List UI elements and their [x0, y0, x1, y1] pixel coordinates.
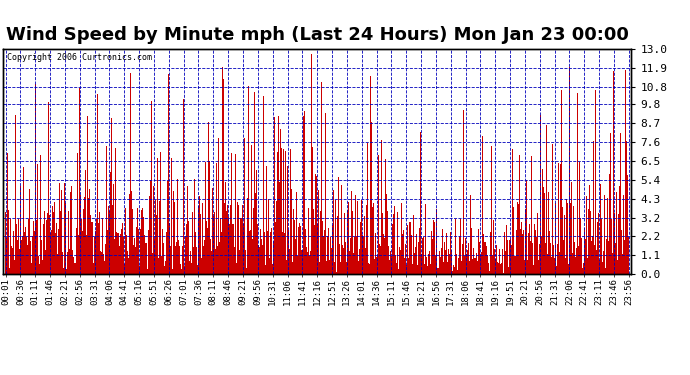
Text: Wind Speed by Minute mph (Last 24 Hours) Mon Jan 23 00:00: Wind Speed by Minute mph (Last 24 Hours)… [6, 26, 629, 44]
Text: Copyright 2006 Curtronics.com: Copyright 2006 Curtronics.com [7, 53, 152, 62]
